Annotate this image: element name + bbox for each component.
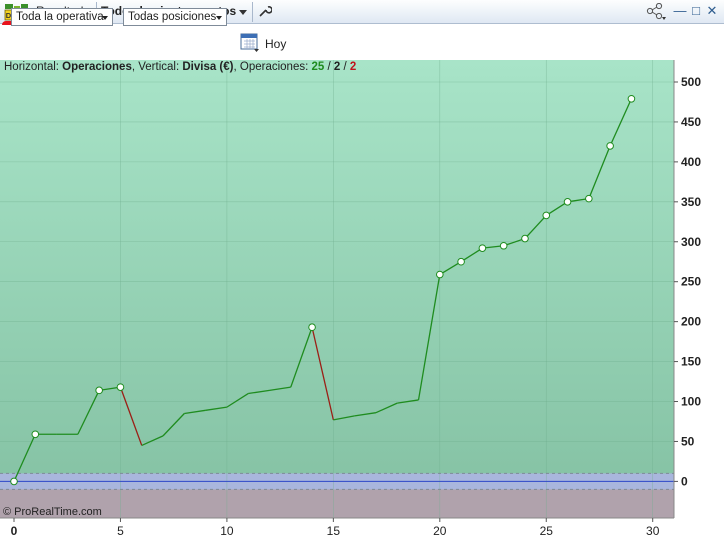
y-tick-label: 0: [681, 474, 688, 488]
y-tick-label: 150: [681, 355, 701, 369]
series-segment: [354, 412, 377, 417]
y-tick-label: 450: [681, 115, 701, 129]
ops-sep: /: [324, 61, 334, 73]
axis-ticks: 0 50 100 150 200 250 300 350 400 450 500 0 5 10 15 20 25…: [11, 75, 702, 538]
series-segment: [13, 434, 36, 482]
y-tick-label: 500: [681, 75, 701, 89]
ops-sep: /: [340, 61, 350, 73]
series-segment: [397, 399, 419, 404]
series-segment: [460, 247, 483, 263]
equity-chart: 0 50 100 150 200 250 300 350 400 450 500 0 5 10 15 20 25…: [0, 60, 724, 538]
series-segment: [311, 327, 334, 421]
x-axis-panel: [0, 518, 724, 538]
copyright: © ProRealTime.com: [3, 506, 102, 518]
series-segment: [439, 261, 462, 276]
chart-grid: [0, 60, 674, 518]
series-segment: [609, 98, 633, 147]
series-segment: [77, 390, 100, 435]
calendar-icon[interactable]: [240, 32, 260, 52]
data-point: [606, 142, 614, 150]
y-tick-label: 400: [681, 155, 701, 169]
x-tick-label: 0: [11, 524, 18, 538]
operativa-select-value: Toda la operativa: [16, 11, 104, 23]
series-segment: [205, 406, 227, 411]
x-tick-label: 30: [646, 524, 660, 538]
series-segment: [333, 415, 355, 421]
y-tick-label: 200: [681, 315, 701, 329]
data-point: [116, 383, 125, 391]
y-tick-label: 350: [681, 195, 701, 209]
series-segment: [248, 389, 270, 395]
y-tick-label: 50: [681, 434, 695, 448]
chevron-down-icon: [102, 16, 108, 20]
series-segment: [290, 327, 313, 388]
horizontal-label: Horizontal:: [4, 61, 59, 73]
maximize-icon[interactable]: □: [692, 3, 700, 18]
posiciones-select-value: Todas posiciones: [128, 11, 217, 23]
ops-total: 25: [311, 61, 325, 73]
ops-losses: 2: [349, 61, 357, 73]
data-point: [499, 241, 508, 250]
series-segment: [269, 386, 291, 391]
filter-toolbar: [0, 25, 724, 59]
x-tick-label: 25: [540, 524, 554, 538]
x-tick-label: 5: [117, 524, 124, 538]
data-point: [478, 244, 487, 252]
x-tick-label: 15: [327, 524, 341, 538]
data-point: [457, 257, 465, 266]
vertical-value: Divisa (€): [182, 61, 234, 73]
data-point: [521, 234, 529, 243]
operativa-select[interactable]: Toda la operativa: [11, 8, 113, 26]
operations-label: Operaciones:: [239, 61, 309, 73]
x-tick-label: 20: [433, 524, 447, 538]
y-axis-panel: [674, 60, 724, 538]
vertical-label: Vertical:: [138, 61, 180, 73]
separator: [252, 2, 253, 22]
series-segment: [184, 409, 206, 415]
data-point: [95, 386, 103, 395]
share-icon[interactable]: [646, 3, 668, 21]
series-segment: [375, 402, 398, 414]
data-point: [308, 323, 316, 332]
y-tick-label: 300: [681, 235, 701, 249]
positive-area: [0, 60, 674, 482]
horizontal-value: Operaciones: [62, 61, 132, 73]
date-label[interactable]: Hoy: [265, 37, 287, 51]
data-point: [436, 270, 444, 279]
x-tick-label: 10: [220, 524, 234, 538]
series-segment: [141, 435, 164, 447]
wrench-icon[interactable]: [258, 4, 272, 18]
series-segment: [417, 274, 441, 401]
data-point: [585, 194, 593, 203]
chevron-down-icon: [216, 16, 222, 20]
chart-info-line: Horizontal: Operaciones, Vertical: Divis…: [4, 61, 357, 73]
chevron-down-icon[interactable]: [239, 10, 247, 15]
data-point: [542, 211, 551, 220]
minimize-icon[interactable]: —: [673, 3, 687, 18]
series-markers: [10, 94, 636, 486]
data-point: [10, 477, 18, 486]
data-point: [563, 198, 572, 206]
ops-mid: 2: [333, 61, 341, 73]
y-tick-label: 250: [681, 275, 701, 289]
series-segment: [226, 392, 249, 408]
series-segment: [162, 413, 185, 437]
close-icon[interactable]: ✕: [706, 3, 718, 18]
series-segment: [524, 214, 547, 240]
posiciones-select[interactable]: Todas posiciones: [123, 8, 227, 26]
series-segment: [588, 145, 611, 199]
data-point: [31, 430, 40, 439]
data-point: [627, 94, 636, 103]
y-tick-label: 100: [681, 395, 701, 409]
series-segment: [545, 201, 568, 216]
series-segment: [119, 386, 143, 446]
